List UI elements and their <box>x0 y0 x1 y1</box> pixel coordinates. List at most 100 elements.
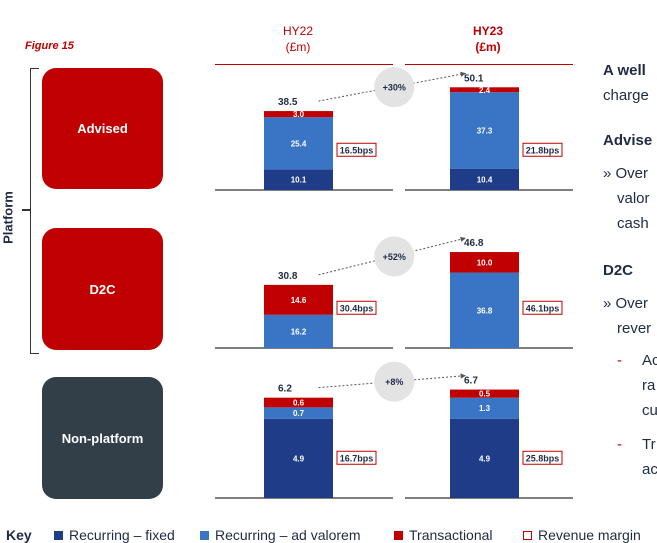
stacked-bar-chart: 10.1 25.4 3.0 38.5 16.5bps 10.4 37.3 2.4 50.1 21.… <box>215 67 573 499</box>
data-label: 3.0 <box>293 110 305 119</box>
legend-title: Key <box>6 527 32 543</box>
total-label: 38.5 <box>278 97 298 108</box>
bar-segment-recurring-fixed <box>450 418 519 498</box>
legend-label: Recurring – fixed <box>69 527 175 543</box>
side-d2c-text: ra <box>642 377 656 394</box>
bar-segment-transactional <box>450 87 519 93</box>
legend-item-recurring-ad-valorem: Recurring – ad valorem <box>200 527 361 543</box>
data-label: 37.3 <box>477 126 493 135</box>
data-label: 10.0 <box>477 258 493 267</box>
bar-segment-recurring-ad-valorem <box>450 272 519 348</box>
legend-item-recurring-fixed: Recurring – fixed <box>54 527 175 543</box>
total-label: 30.8 <box>278 271 298 282</box>
side-d2c-text: rever <box>617 320 652 337</box>
legend-item-revenue-margin: Revenue margin <box>523 527 641 543</box>
data-label: 25.4 <box>291 139 307 148</box>
total-label: 46.8 <box>464 238 484 249</box>
revenue-margin-label: 16.5bps <box>340 145 374 155</box>
side-d2c-heading: D2C <box>603 262 634 279</box>
revenue-margin-box <box>522 450 563 465</box>
bar-segment-transactional <box>264 397 333 408</box>
data-label: 10.4 <box>477 175 493 184</box>
legend-swatch <box>200 530 209 540</box>
growth-arrow-head <box>460 373 466 379</box>
legend-label: Revenue margin <box>538 527 641 543</box>
legend-swatch <box>394 530 403 540</box>
revenue-margin-label: 46.1bps <box>526 303 560 313</box>
bar-segment-recurring-fixed <box>450 168 519 190</box>
revenue-margin-box <box>336 300 377 315</box>
bar-segment-recurring-ad-valorem <box>264 314 333 348</box>
data-label: 4.9 <box>293 454 305 463</box>
revenue-margin-label: 25.8bps <box>526 453 560 463</box>
bar-segment-recurring-ad-valorem <box>450 397 519 419</box>
side-heading: A well <box>603 62 646 79</box>
growth-arrow-head <box>460 71 466 77</box>
growth-bubble <box>374 67 415 108</box>
revenue-margin-box <box>522 142 563 157</box>
data-label: 16.2 <box>291 327 307 336</box>
header-rule-hy23 <box>405 64 573 65</box>
side-advised-text: valor <box>617 190 650 207</box>
figure-label: Figure 15 <box>25 40 74 52</box>
side-subheading: charge <box>603 87 649 104</box>
data-label: 10.1 <box>291 176 307 185</box>
column-header-unit: (£m) <box>475 40 501 54</box>
side-d2c-text: Ac <box>642 352 657 369</box>
column-header-hy22: HY22 (£m) <box>238 23 358 55</box>
revenue-margin-box <box>336 142 377 157</box>
bar-segment-recurring-ad-valorem <box>450 92 519 169</box>
platform-bracket-tick <box>22 209 30 211</box>
bar-segment-transactional <box>264 111 333 118</box>
legend-swatch <box>54 530 63 540</box>
growth-label: +52% <box>383 252 406 262</box>
revenue-margin-box <box>522 300 563 315</box>
data-label: 0.5 <box>479 390 491 399</box>
bar-segment-transactional <box>450 252 519 273</box>
growth-bubble <box>374 236 415 277</box>
growth-label: +8% <box>385 377 403 387</box>
legend-label: Transactional <box>409 527 493 543</box>
header-rule-hy22 <box>215 64 393 65</box>
data-label: 36.8 <box>477 306 493 315</box>
legend-label: Recurring – ad valorem <box>215 527 361 543</box>
segment-box-advised: Advised <box>42 68 163 189</box>
side-advised-bullet: » Over <box>603 165 649 182</box>
growth-arrow-line <box>318 72 467 102</box>
bar-segment-transactional <box>450 389 519 398</box>
segment-box-d2c: D2C <box>42 228 163 350</box>
side-d2c-text: ac <box>642 461 657 478</box>
data-label: 0.6 <box>293 399 305 408</box>
side-d2c-text: Tr <box>642 436 656 453</box>
side-advised-heading: Advise <box>603 132 653 149</box>
bar-segment-recurring-fixed <box>264 418 333 498</box>
side-advised-text: cash <box>617 215 649 232</box>
legend-swatch <box>523 530 532 540</box>
revenue-margin-label: 16.7bps <box>340 453 374 463</box>
side-d2c-text: cu <box>642 402 657 419</box>
column-header-unit: (£m) <box>285 40 311 54</box>
bar-segment-recurring-fixed <box>264 169 333 190</box>
revenue-margin-label: 21.8bps <box>526 145 560 155</box>
growth-label: +30% <box>383 83 406 93</box>
data-label: 14.6 <box>291 296 307 305</box>
side-d2c-dash: - <box>617 436 622 453</box>
data-label: 2.4 <box>479 86 491 95</box>
total-label: 6.2 <box>278 384 292 395</box>
growth-bubble <box>374 361 415 402</box>
total-label: 50.1 <box>464 73 484 84</box>
total-label: 6.7 <box>464 376 478 387</box>
data-label: 1.3 <box>479 404 491 413</box>
bar-segment-recurring-ad-valorem <box>264 407 333 419</box>
side-d2c-bullet: » Over <box>603 295 649 312</box>
segment-box-non-platform: Non-platform <box>42 377 163 499</box>
column-header-hy23: HY23 (£m) <box>428 23 548 55</box>
column-header-period: HY22 <box>282 24 314 38</box>
legend-item-transactional: Transactional <box>394 527 493 543</box>
data-label: 4.9 <box>479 454 491 463</box>
bar-segment-transactional <box>264 284 333 315</box>
data-label: 0.7 <box>293 409 305 418</box>
side-d2c-dash: - <box>617 352 622 369</box>
bar-segment-recurring-ad-valorem <box>264 117 333 170</box>
revenue-margin-label: 30.4bps <box>340 303 374 313</box>
